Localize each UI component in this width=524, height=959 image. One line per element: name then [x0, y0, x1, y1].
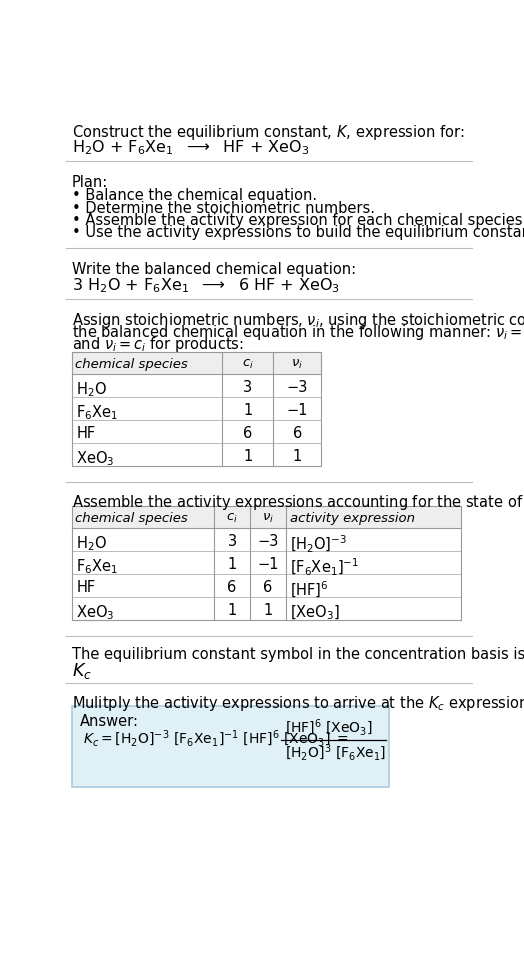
Text: and $\nu_i = c_i$ for products:: and $\nu_i = c_i$ for products: — [72, 336, 244, 354]
Text: chemical species: chemical species — [75, 512, 188, 525]
Text: $[\mathrm{HF}]^6\ [\mathrm{XeO_3}]$: $[\mathrm{HF}]^6\ [\mathrm{XeO_3}]$ — [285, 717, 373, 738]
Text: [F$_6$Xe$_1$]$^{-1}$: [F$_6$Xe$_1$]$^{-1}$ — [290, 557, 359, 578]
Text: 3 H$_2$O + F$_6$Xe$_1$  $\longrightarrow$  6 HF + XeO$_3$: 3 H$_2$O + F$_6$Xe$_1$ $\longrightarrow$… — [72, 276, 340, 294]
Text: 6: 6 — [263, 580, 272, 596]
Text: 1: 1 — [243, 403, 252, 418]
Text: H$_2$O: H$_2$O — [77, 380, 107, 399]
Text: $K_c$: $K_c$ — [72, 661, 92, 681]
Text: $\nu_i$: $\nu_i$ — [262, 512, 274, 525]
FancyBboxPatch shape — [72, 707, 389, 787]
Text: 1: 1 — [227, 603, 237, 619]
Text: Mulitply the activity expressions to arrive at the $K_c$ expression:: Mulitply the activity expressions to arr… — [72, 694, 524, 713]
Text: 1: 1 — [243, 449, 252, 464]
Text: H$_2$O: H$_2$O — [77, 534, 107, 552]
Text: Assign stoichiometric numbers, $\nu_i$, using the stoichiometric coefficients, $: Assign stoichiometric numbers, $\nu_i$, … — [72, 311, 524, 330]
Text: activity expression: activity expression — [290, 512, 415, 525]
Text: [H$_2$O]$^{-3}$: [H$_2$O]$^{-3}$ — [290, 534, 347, 555]
Text: • Determine the stoichiometric numbers.: • Determine the stoichiometric numbers. — [72, 200, 375, 216]
Text: −3: −3 — [287, 380, 308, 395]
Text: HF: HF — [77, 580, 95, 596]
Text: • Balance the chemical equation.: • Balance the chemical equation. — [72, 188, 317, 203]
Text: chemical species: chemical species — [75, 358, 188, 370]
Text: $[\mathrm{H_2O}]^3\ [\mathrm{F_6Xe_1}]$: $[\mathrm{H_2O}]^3\ [\mathrm{F_6Xe_1}]$ — [285, 742, 386, 762]
Text: 1: 1 — [227, 557, 237, 573]
Text: XeO$_3$: XeO$_3$ — [77, 603, 115, 622]
Text: $c_i$: $c_i$ — [226, 512, 238, 525]
Text: [HF]$^6$: [HF]$^6$ — [290, 580, 329, 600]
Text: Answer:: Answer: — [80, 714, 138, 729]
Text: 3: 3 — [243, 380, 252, 395]
Text: XeO$_3$: XeO$_3$ — [77, 449, 115, 468]
FancyBboxPatch shape — [72, 506, 461, 527]
Text: −1: −1 — [257, 557, 279, 573]
Text: Plan:: Plan: — [72, 175, 108, 190]
Text: HF: HF — [77, 426, 95, 441]
Text: F$_6$Xe$_1$: F$_6$Xe$_1$ — [77, 403, 118, 422]
Text: Construct the equilibrium constant, $K$, expression for:: Construct the equilibrium constant, $K$,… — [72, 123, 464, 142]
Text: −1: −1 — [287, 403, 308, 418]
Text: F$_6$Xe$_1$: F$_6$Xe$_1$ — [77, 557, 118, 575]
Text: 6: 6 — [243, 426, 252, 441]
Text: H$_2$O + F$_6$Xe$_1$  $\longrightarrow$  HF + XeO$_3$: H$_2$O + F$_6$Xe$_1$ $\longrightarrow$ H… — [72, 138, 309, 157]
Text: 3: 3 — [227, 534, 237, 549]
Text: $K_c = [\mathrm{H_2O}]^{-3}\ [\mathrm{F_6Xe_1}]^{-1}\ [\mathrm{HF}]^6\ [\mathrm{: $K_c = [\mathrm{H_2O}]^{-3}\ [\mathrm{F_… — [83, 729, 348, 749]
Text: • Assemble the activity expression for each chemical species.: • Assemble the activity expression for e… — [72, 213, 524, 228]
Text: The equilibrium constant symbol in the concentration basis is:: The equilibrium constant symbol in the c… — [72, 647, 524, 662]
Text: 6: 6 — [292, 426, 302, 441]
Text: 1: 1 — [292, 449, 302, 464]
Text: Assemble the activity expressions accounting for the state of matter and $\nu_i$: Assemble the activity expressions accoun… — [72, 493, 524, 512]
FancyBboxPatch shape — [72, 352, 321, 374]
Text: 6: 6 — [227, 580, 237, 596]
Text: • Use the activity expressions to build the equilibrium constant expression.: • Use the activity expressions to build … — [72, 225, 524, 240]
Text: −3: −3 — [257, 534, 278, 549]
Text: the balanced chemical equation in the following manner: $\nu_i = -c_i$ for react: the balanced chemical equation in the fo… — [72, 323, 524, 342]
Text: $c_i$: $c_i$ — [242, 358, 254, 371]
Text: [XeO$_3$]: [XeO$_3$] — [290, 603, 340, 621]
Text: $\nu_i$: $\nu_i$ — [291, 358, 303, 371]
Text: 1: 1 — [263, 603, 272, 619]
Text: Write the balanced chemical equation:: Write the balanced chemical equation: — [72, 262, 356, 277]
